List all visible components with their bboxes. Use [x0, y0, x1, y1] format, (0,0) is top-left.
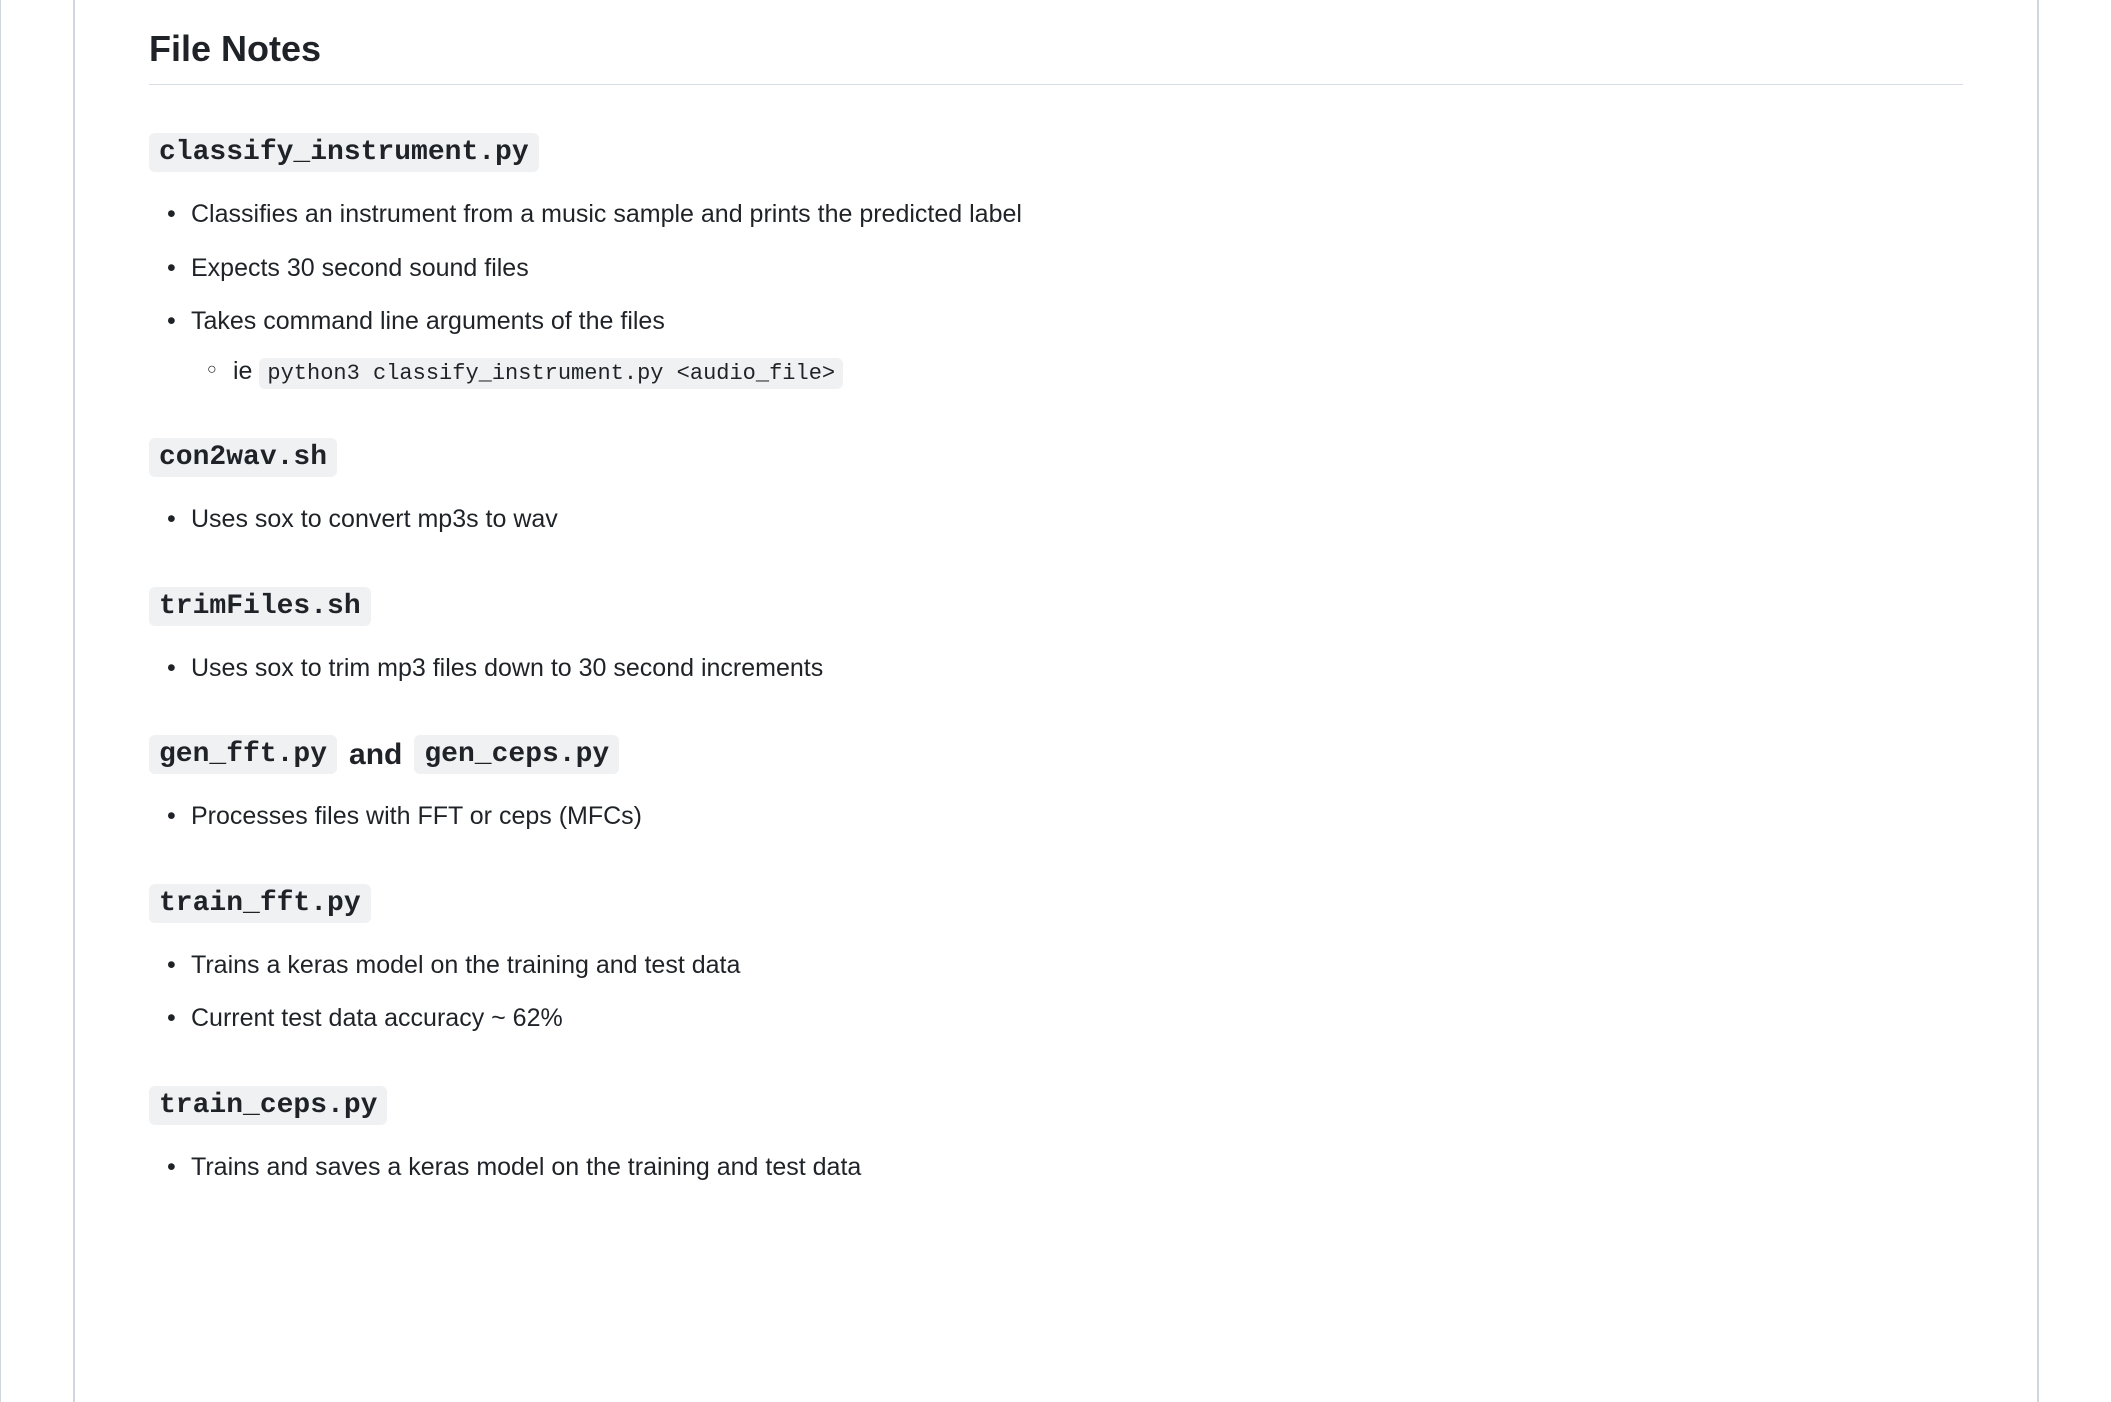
heading-joiner: and: [337, 738, 414, 772]
list-item: Expects 30 second sound files: [149, 250, 1963, 288]
list-item-text: Takes command line arguments of the file…: [191, 307, 665, 335]
bullet-list: Uses sox to convert mp3s to wav: [149, 501, 1963, 539]
list-item: Uses sox to convert mp3s to wav: [149, 501, 1963, 539]
sub-bullet-list: ie python3 classify_instrument.py <audio…: [191, 353, 1963, 391]
section-heading-con2wav: con2wav.sh: [149, 438, 1963, 477]
list-item: Trains a keras model on the training and…: [149, 947, 1963, 985]
inline-code: python3 classify_instrument.py <audio_fi…: [259, 358, 843, 389]
section-heading-trimfiles: trimFiles.sh: [149, 587, 1963, 626]
bullet-list: Uses sox to trim mp3 files down to 30 se…: [149, 650, 1963, 688]
section-heading-train-ceps: train_ceps.py: [149, 1086, 1963, 1125]
list-item: Takes command line arguments of the file…: [149, 303, 1963, 390]
filename-code: train_ceps.py: [149, 1086, 387, 1125]
filename-code: gen_fft.py: [149, 735, 337, 774]
list-item: Processes files with FFT or ceps (MFCs): [149, 798, 1963, 836]
filename-code: gen_ceps.py: [414, 735, 619, 774]
list-item: Current test data accuracy ~ 62%: [149, 1000, 1963, 1038]
filename-code: train_fft.py: [149, 884, 371, 923]
page-title: File Notes: [149, 0, 1963, 85]
bullet-list: Processes files with FFT or ceps (MFCs): [149, 798, 1963, 836]
bullet-list: Trains and saves a keras model on the tr…: [149, 1149, 1963, 1187]
document-container: File Notes classify_instrument.py Classi…: [0, 0, 2112, 1402]
filename-code: classify_instrument.py: [149, 133, 539, 172]
section-heading-train-fft: train_fft.py: [149, 884, 1963, 923]
list-item: Uses sox to trim mp3 files down to 30 se…: [149, 650, 1963, 688]
filename-code: trimFiles.sh: [149, 587, 371, 626]
section-heading-gen-fft-ceps: gen_fft.py and gen_ceps.py: [149, 735, 1963, 774]
sub-list-item: ie python3 classify_instrument.py <audio…: [191, 353, 1963, 391]
list-item: Trains and saves a keras model on the tr…: [149, 1149, 1963, 1187]
bullet-list: Trains a keras model on the training and…: [149, 947, 1963, 1038]
left-border: [73, 0, 75, 1402]
right-border: [2037, 0, 2039, 1402]
content-area: File Notes classify_instrument.py Classi…: [1, 0, 2111, 1186]
section-heading-classify-instrument: classify_instrument.py: [149, 133, 1963, 172]
list-item: Classifies an instrument from a music sa…: [149, 196, 1963, 234]
bullet-list: Classifies an instrument from a music sa…: [149, 196, 1963, 390]
sub-item-prefix: ie: [233, 357, 259, 385]
filename-code: con2wav.sh: [149, 438, 337, 477]
